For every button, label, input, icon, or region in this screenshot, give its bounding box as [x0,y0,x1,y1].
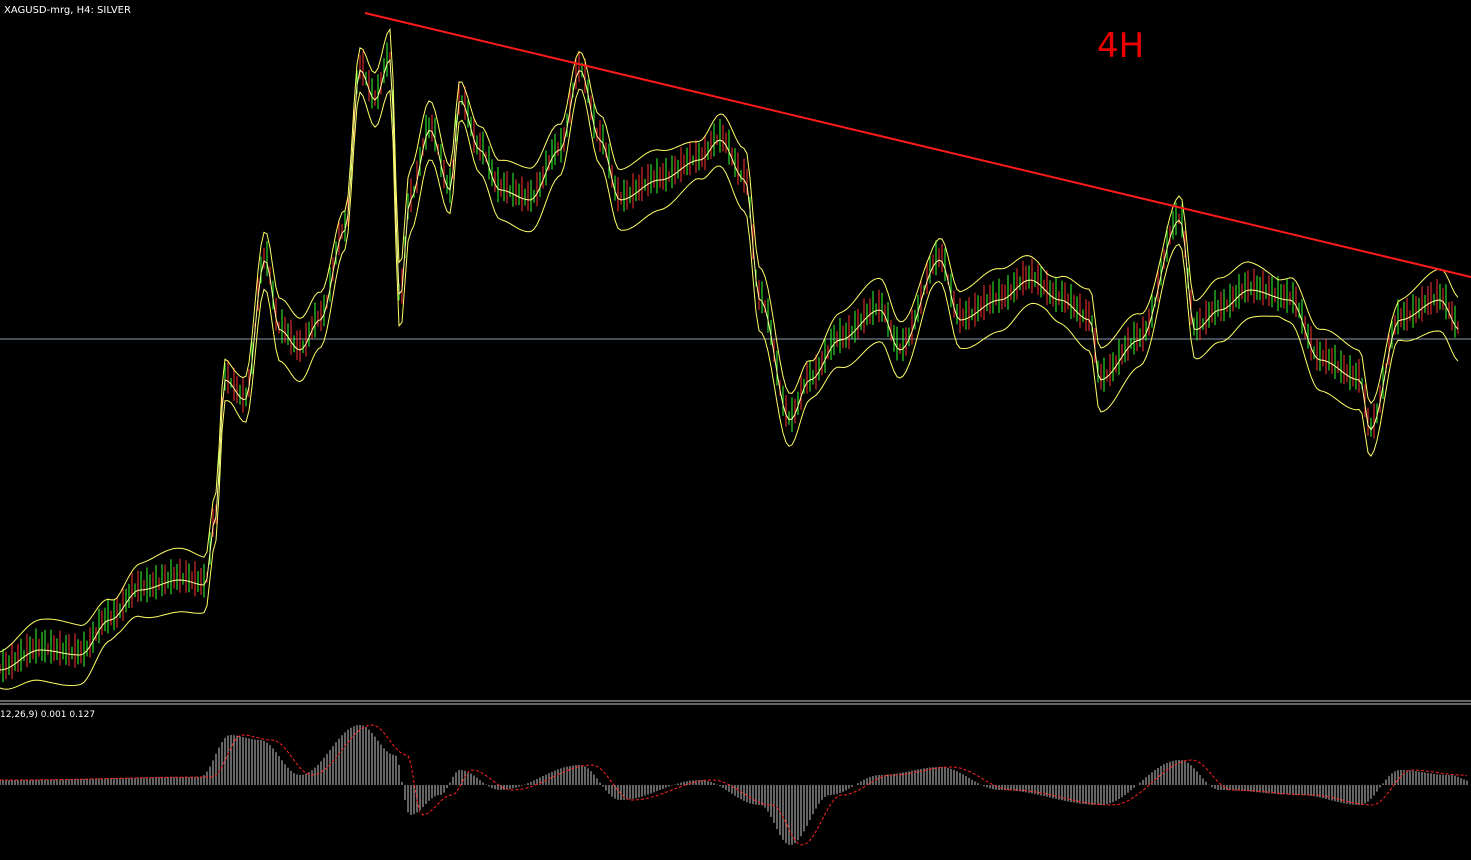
price-series [0,27,1459,690]
trend-line [364,12,1471,278]
moving-average [0,58,1459,671]
indicator-label: 12,26,9) 0.001 0.127 [0,710,95,720]
bollinger-band [0,27,1459,653]
symbol-title: XAGUSD-mrg, H4: SILVER [4,5,131,16]
timeframe-annotation: 4H [1097,26,1144,66]
bollinger-band [0,88,1459,690]
macd-histogram [0,724,1468,846]
signal-line [0,724,1468,846]
